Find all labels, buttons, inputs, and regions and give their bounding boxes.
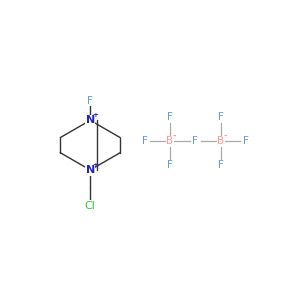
Text: Cl: Cl	[85, 201, 96, 211]
Text: F: F	[218, 112, 224, 122]
Text: F: F	[142, 136, 147, 146]
Text: F: F	[218, 160, 224, 170]
Text: B: B	[217, 136, 224, 146]
Text: +: +	[92, 112, 98, 118]
Text: F: F	[87, 96, 93, 106]
Text: N: N	[85, 165, 95, 175]
Text: -: -	[173, 132, 176, 141]
Text: F: F	[167, 160, 173, 170]
Text: B: B	[167, 136, 173, 146]
Text: N: N	[85, 115, 95, 125]
Text: F: F	[192, 136, 198, 146]
Text: F: F	[192, 136, 198, 146]
Text: +: +	[92, 162, 98, 168]
Text: F: F	[167, 112, 173, 122]
Text: -: -	[224, 132, 227, 141]
Text: F: F	[243, 136, 249, 146]
